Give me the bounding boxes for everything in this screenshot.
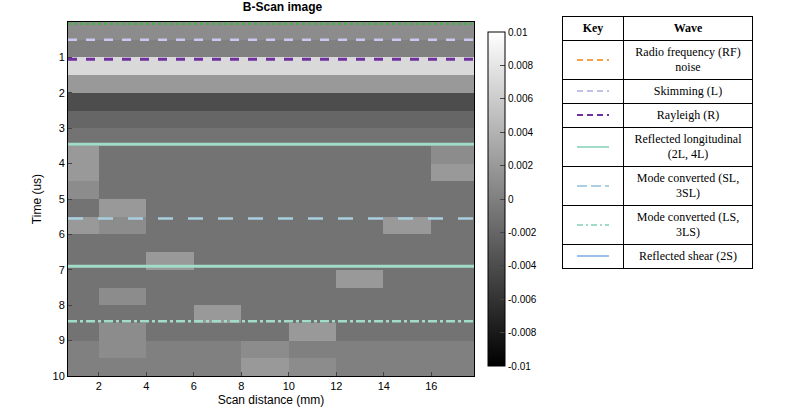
svg-text:2: 2 — [96, 380, 102, 392]
svg-text:9: 9 — [59, 334, 65, 346]
svg-text:-0.008: -0.008 — [508, 327, 537, 338]
html-text:Wave: Wave — [673, 21, 703, 35]
svg-text:Scan distance (mm): Scan distance (mm) — [218, 393, 325, 407]
svg-text:8: 8 — [238, 380, 244, 392]
html-text:Mode converted (LS, 3LS): Mode converted (LS, 3LS) — [636, 210, 740, 239]
html-text:Rayleigh (R): Rayleigh (R) — [656, 108, 720, 122]
svg-text:8: 8 — [59, 299, 65, 311]
svg-text:14: 14 — [378, 380, 390, 392]
svg-text:-0.004: -0.004 — [508, 260, 537, 271]
svg-text:12: 12 — [330, 380, 342, 392]
html-text:Reflected longitudinal (2L, 4L: Reflected longitudinal (2L, 4L) — [634, 132, 742, 161]
svg-text:0.002: 0.002 — [508, 160, 533, 171]
svg-text:0.008: 0.008 — [508, 60, 533, 71]
svg-text:2: 2 — [59, 87, 65, 99]
svg-text:7: 7 — [59, 264, 65, 276]
svg-text:4: 4 — [59, 157, 65, 169]
svg-text:5: 5 — [59, 193, 65, 205]
svg-text:-0.002: -0.002 — [508, 227, 537, 238]
html-text:Mode converted (SL, 3SL): Mode converted (SL, 3SL) — [636, 171, 740, 200]
html-text:Radio frequency (RF) noise: Radio frequency (RF) noise — [635, 45, 741, 74]
html-text:Skimming (L): Skimming (L) — [653, 84, 723, 98]
svg-text:0: 0 — [508, 194, 514, 205]
svg-text:B-Scan image: B-Scan image — [243, 0, 323, 13]
svg-text:6: 6 — [59, 228, 65, 240]
svg-text:4: 4 — [143, 380, 149, 392]
svg-text:10: 10 — [283, 380, 295, 392]
svg-text:16: 16 — [425, 380, 437, 392]
svg-text:10: 10 — [53, 370, 65, 382]
svg-text:0.01: 0.01 — [508, 27, 528, 38]
html-text:Reflected shear (2S): Reflected shear (2S) — [639, 249, 737, 263]
svg-text:-0.01: -0.01 — [508, 361, 531, 372]
svg-text:1: 1 — [59, 51, 65, 63]
svg-text:0.004: 0.004 — [508, 127, 533, 138]
svg-text:3: 3 — [59, 122, 65, 134]
svg-text:-0.006: -0.006 — [508, 294, 537, 305]
svg-text:Time (us): Time (us) — [30, 174, 44, 224]
html-text:Key: Key — [582, 21, 604, 35]
svg-text:0.006: 0.006 — [508, 93, 533, 104]
svg-text:6: 6 — [191, 380, 197, 392]
